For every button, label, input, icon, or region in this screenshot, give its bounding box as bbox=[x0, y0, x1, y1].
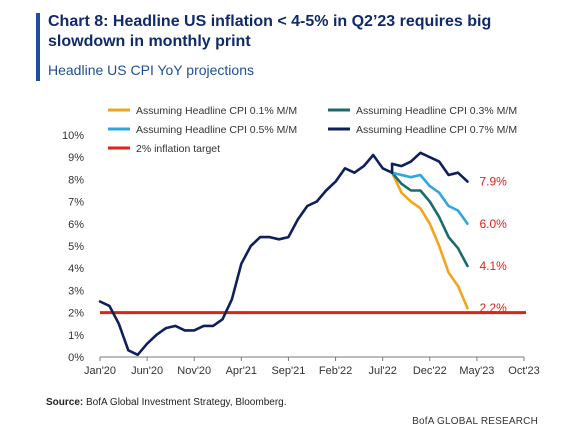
y-tick-label: 1% bbox=[68, 330, 84, 342]
end-label-3: 7.9% bbox=[479, 175, 507, 189]
brand-footer: BofA GLOBAL RESEARCH bbox=[412, 416, 538, 427]
y-tick-label: 5% bbox=[68, 241, 84, 253]
x-tick-label: Dec'22 bbox=[413, 365, 447, 377]
end-labels: 2.2% 4.1% 6.0% 7.9% bbox=[479, 175, 507, 316]
y-tick-label: 4% bbox=[68, 263, 84, 275]
x-tick-label: Oct'23 bbox=[508, 365, 539, 377]
y-tick-label: 3% bbox=[68, 285, 84, 297]
source-label: Source: bbox=[46, 397, 84, 408]
x-tick-label: Jan'20 bbox=[84, 365, 116, 377]
chart-axes: 0% 1% 2% 3% 4% 5% 6% 7% 8% 9% 10% Jan'20 Jun'20 Nov'2… bbox=[62, 130, 540, 377]
y-tick-label: 10% bbox=[62, 130, 84, 142]
y-tick-label: 9% bbox=[68, 152, 84, 164]
y-tick-label: 8% bbox=[68, 174, 84, 186]
source-text: BofA Global Investment Strategy, Bloombe… bbox=[86, 397, 287, 408]
projection-line-1 bbox=[390, 171, 469, 268]
legend-label-4: 2% inflation target bbox=[136, 143, 220, 155]
legend-label-0: Assuming Headline CPI 0.1% M/M bbox=[136, 105, 297, 117]
actual-cpi-line bbox=[98, 153, 394, 357]
chart-subtitle: Headline US CPI YoY projections bbox=[48, 62, 254, 78]
legend-label-3: Assuming Headline CPI 0.7% M/M bbox=[356, 124, 517, 136]
projection-line-2 bbox=[390, 171, 469, 226]
source-note: Source: BofA Global Investment Strategy,… bbox=[46, 397, 287, 408]
x-tick-label: Nov'20 bbox=[177, 365, 211, 377]
chart-lines bbox=[98, 151, 526, 357]
title-accent-bar bbox=[36, 13, 40, 81]
x-tick-label: Feb'22 bbox=[319, 365, 352, 377]
projection-line-3 bbox=[390, 151, 469, 183]
y-tick-label: 7% bbox=[68, 197, 84, 209]
end-label-1: 4.1% bbox=[479, 259, 507, 273]
legend-label-2: Assuming Headline CPI 0.5% M/M bbox=[136, 124, 297, 136]
legend-label-1: Assuming Headline CPI 0.3% M/M bbox=[356, 105, 517, 117]
chart-legend: Assuming Headline CPI 0.1% M/M Assuming H… bbox=[108, 105, 517, 155]
x-tick-label: Sep'21 bbox=[271, 365, 305, 377]
y-tick-label: 6% bbox=[68, 219, 84, 231]
x-tick-label: Jul'22 bbox=[368, 365, 396, 377]
x-tick-label: Jun'20 bbox=[131, 365, 163, 377]
y-tick-label: 0% bbox=[68, 352, 84, 364]
chart-title: Chart 8: Headline US inflation < 4-5% in… bbox=[48, 13, 492, 50]
end-label-2: 6.0% bbox=[479, 217, 507, 231]
projection-line-0 bbox=[390, 171, 469, 310]
x-tick-label: May'23 bbox=[459, 365, 494, 377]
end-label-0: 2.2% bbox=[479, 301, 507, 315]
x-tick-label: Apr'21 bbox=[226, 365, 257, 377]
y-tick-label: 2% bbox=[68, 308, 84, 320]
